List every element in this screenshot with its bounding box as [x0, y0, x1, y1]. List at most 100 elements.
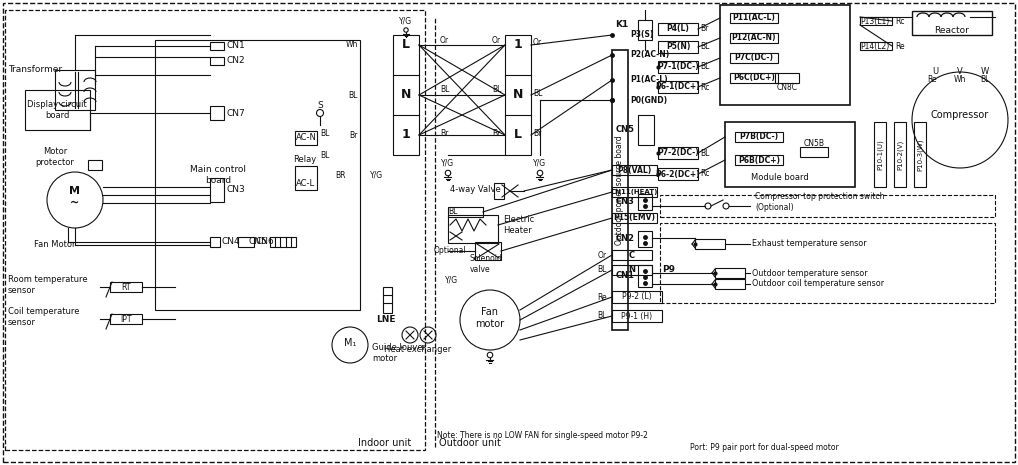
Text: Fan Motor: Fan Motor	[35, 240, 75, 250]
Text: Outdoor coil temperature sensor: Outdoor coil temperature sensor	[752, 279, 884, 288]
Bar	[730, 33, 778, 43]
Bar	[894, 122, 906, 187]
Bar	[638, 194, 652, 210]
Bar	[612, 213, 657, 223]
Text: V: V	[957, 67, 963, 77]
Bar	[658, 41, 698, 53]
Bar	[638, 231, 652, 247]
Text: S: S	[318, 100, 323, 109]
Text: Or: Or	[492, 36, 501, 46]
Text: Re: Re	[927, 75, 937, 85]
Bar	[612, 310, 662, 322]
Text: Reactor: Reactor	[935, 27, 969, 35]
Text: Room temperature
sensor: Room temperature sensor	[8, 275, 88, 295]
Bar	[912, 11, 992, 35]
Text: P15(EMV): P15(EMV)	[613, 213, 655, 222]
Text: Br: Br	[492, 128, 501, 138]
Text: AC-L: AC-L	[296, 179, 316, 187]
Bar	[730, 53, 778, 63]
Bar	[658, 61, 698, 73]
Text: P2(AC-N): P2(AC-N)	[630, 51, 669, 60]
Text: CN3: CN3	[227, 186, 245, 194]
Text: Y/G: Y/G	[370, 171, 383, 179]
Bar	[730, 73, 778, 83]
Bar	[270, 237, 296, 247]
Bar	[730, 13, 778, 23]
Text: P12(AC-N): P12(AC-N)	[732, 33, 777, 42]
Bar	[658, 168, 698, 180]
Bar	[660, 223, 995, 303]
Text: BL: BL	[700, 148, 710, 158]
Text: BL: BL	[320, 128, 330, 138]
Bar	[505, 35, 531, 155]
Text: Wh: Wh	[954, 75, 966, 85]
Bar	[735, 132, 783, 142]
Text: W: W	[981, 67, 989, 77]
Bar	[720, 5, 850, 105]
Text: Fan
motor: Fan motor	[475, 307, 505, 329]
Text: Br: Br	[440, 128, 448, 138]
Bar	[448, 207, 483, 217]
Text: P7-2(DC-): P7-2(DC-)	[658, 148, 699, 158]
Text: CN5B: CN5B	[803, 139, 825, 147]
Bar	[660, 195, 995, 217]
Text: Guide louver
motor: Guide louver motor	[372, 343, 427, 363]
Text: L: L	[402, 39, 410, 52]
Bar	[725, 122, 855, 187]
Text: CN2: CN2	[227, 57, 245, 66]
Text: Or: Or	[440, 36, 449, 46]
Text: Indoor unit: Indoor unit	[358, 438, 411, 448]
Text: BL: BL	[440, 86, 449, 94]
Bar	[638, 20, 652, 40]
Text: Outdoor unit: Outdoor unit	[439, 438, 501, 448]
Bar	[638, 115, 654, 145]
Bar	[612, 250, 652, 260]
Bar	[110, 314, 142, 324]
Text: P3(S): P3(S)	[630, 31, 654, 40]
Text: Compressor top protection switch
(Optional): Compressor top protection switch (Option…	[755, 193, 885, 212]
Bar	[55, 70, 95, 110]
Text: Solenoid
valve: Solenoid valve	[470, 254, 503, 274]
Text: BR: BR	[335, 171, 345, 179]
Bar	[210, 178, 224, 202]
Text: Heat exchanger: Heat exchanger	[385, 345, 452, 353]
Text: BL: BL	[700, 42, 710, 52]
Text: IPT: IPT	[120, 314, 131, 324]
Text: CN4: CN4	[222, 238, 240, 246]
Text: Outdoor temperature sensor: Outdoor temperature sensor	[752, 268, 867, 278]
Text: Outdoor power source board: Outdoor power source board	[616, 135, 624, 245]
Bar	[914, 122, 926, 187]
Text: Or: Or	[598, 251, 607, 259]
Text: BL: BL	[598, 266, 607, 274]
Text: P9-2 (L): P9-2 (L)	[622, 292, 652, 301]
Text: Br: Br	[349, 131, 358, 140]
Text: CN2: CN2	[616, 234, 635, 244]
Bar	[715, 268, 745, 278]
Bar	[383, 287, 392, 313]
Bar	[800, 147, 828, 157]
Text: CN6: CN6	[256, 238, 275, 246]
Bar	[735, 155, 783, 165]
Text: Re: Re	[598, 292, 607, 301]
Text: Port: P9 pair port for dual-speed motor: Port: P9 pair port for dual-speed motor	[690, 443, 839, 452]
Bar	[612, 265, 652, 275]
Text: 4-way Valve: 4-way Valve	[450, 186, 501, 194]
Text: P9: P9	[662, 266, 675, 274]
Text: P5(N): P5(N)	[666, 42, 690, 52]
Text: P13(L1): P13(L1)	[860, 18, 890, 27]
Text: CN5: CN5	[248, 237, 268, 246]
Text: BL: BL	[348, 91, 358, 100]
Text: 1: 1	[402, 128, 410, 141]
Text: N: N	[513, 88, 523, 101]
Text: P8(VAL): P8(VAL)	[617, 166, 652, 174]
Bar	[210, 57, 224, 65]
Text: Display circuit
board: Display circuit board	[27, 100, 87, 120]
Bar	[110, 282, 142, 292]
Text: P10-3(W): P10-3(W)	[917, 139, 923, 171]
Text: Or: Or	[533, 39, 543, 47]
Text: N: N	[401, 88, 411, 101]
Text: CN8C: CN8C	[777, 84, 797, 93]
Text: Relay: Relay	[293, 155, 317, 165]
Bar	[638, 265, 652, 287]
Text: Electric
Heater: Electric Heater	[503, 215, 534, 235]
